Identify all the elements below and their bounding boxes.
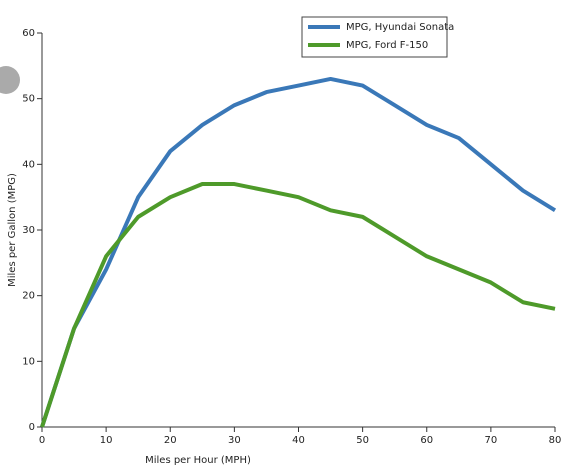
y-tick-label: 30 (22, 225, 35, 236)
x-tick-label: 40 (292, 435, 305, 446)
x-tick-label: 80 (549, 435, 562, 446)
legend-label: MPG, Ford F-150 (346, 40, 428, 51)
x-axis-label: Miles per Hour (MPH) (145, 455, 251, 466)
x-tick-label: 20 (164, 435, 177, 446)
y-tick-label: 50 (22, 94, 35, 105)
line (40, 182, 556, 428)
legend (301, 16, 448, 58)
y-tick-label: 0 (29, 422, 35, 433)
x-tick-label: 70 (485, 435, 498, 446)
x-tick-label: 0 (39, 435, 45, 446)
x-tick-label: 60 (420, 435, 433, 446)
legend-label: MPG, Hyundai Sonata (346, 22, 454, 33)
x-tick-label: 50 (356, 435, 369, 446)
y-tick-label: 20 (22, 291, 35, 302)
y-tick-label: 60 (22, 28, 35, 39)
line (40, 76, 557, 428)
y-tick-label: 40 (22, 159, 35, 170)
y-tick-label: 10 (22, 356, 35, 367)
x-tick-label: 30 (228, 435, 241, 446)
y-axis-label: Miles per Gallon (MPG) (7, 173, 18, 287)
decoration (0, 66, 20, 94)
x-tick-label: 10 (100, 435, 113, 446)
